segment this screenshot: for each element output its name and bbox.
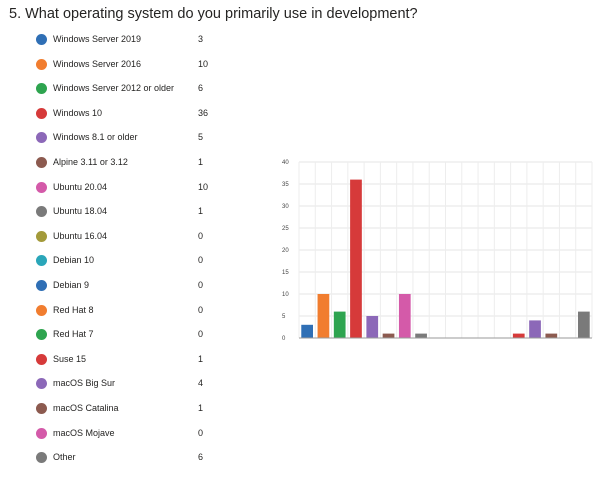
legend-label: macOS Mojave xyxy=(53,427,115,438)
legend-label: Suse 15 xyxy=(53,353,87,364)
legend-label: Red Hat 7 xyxy=(53,329,94,340)
bar xyxy=(366,316,379,338)
legend-swatch xyxy=(36,452,47,464)
legend-label: Ubuntu 18.04 xyxy=(53,206,108,217)
legend-item: macOS Catalina 1 xyxy=(36,402,276,416)
legend-label: Windows 8.1 or older xyxy=(53,132,138,143)
legend-label: Debian 9 xyxy=(53,280,90,290)
legend-count: 1 xyxy=(198,403,204,413)
legend-item: Windows Server 2019 3 xyxy=(36,33,276,47)
y-tick-label: 25 xyxy=(282,226,289,232)
legend-count: 6 xyxy=(198,83,204,94)
legend-label: macOS Big Sur xyxy=(53,378,116,389)
legend-swatch xyxy=(36,132,47,144)
legend-swatch xyxy=(36,230,47,242)
y-tick-label: 40 xyxy=(282,160,289,166)
legend-item: Debian 9 0 xyxy=(36,279,276,293)
bar xyxy=(382,333,395,338)
bar xyxy=(317,294,330,338)
y-tick-label: 20 xyxy=(282,248,289,254)
legend-count: 10 xyxy=(198,181,209,192)
legend-label: Windows Server 2012 or older xyxy=(53,83,175,94)
legend-label: Alpine 3.11 or 3.12 xyxy=(53,157,128,167)
legend-swatch xyxy=(36,329,47,341)
legend-count: 0 xyxy=(198,280,204,290)
legend-swatch xyxy=(36,206,47,218)
chart-bars xyxy=(301,179,590,338)
bar xyxy=(545,333,558,338)
legend-swatch xyxy=(36,255,47,267)
legend-count: 1 xyxy=(198,157,204,167)
legend-swatch xyxy=(36,58,47,70)
legend-label: Windows Server 2019 xyxy=(53,34,142,44)
legend-swatch xyxy=(36,83,47,95)
y-tick-label: 0 xyxy=(282,336,286,342)
legend-swatch xyxy=(36,427,47,439)
y-tick-label: 5 xyxy=(282,314,286,320)
bar xyxy=(578,311,590,338)
legend-item: Windows Server 2012 or older 6 xyxy=(36,82,276,96)
legend-item: Red Hat 7 0 xyxy=(36,328,276,342)
legend-label: Other xyxy=(53,452,76,463)
legend-label: Windows 10 xyxy=(53,107,103,118)
chart-grid xyxy=(298,161,593,339)
legend-count: 0 xyxy=(198,255,204,266)
bar xyxy=(350,179,362,338)
bar xyxy=(415,333,427,338)
bar xyxy=(398,294,411,338)
legend-item: Windows Server 2016 10 xyxy=(36,58,276,72)
legend-count: 0 xyxy=(198,427,204,438)
bar xyxy=(529,320,541,338)
legend-item: macOS Mojave 0 xyxy=(36,427,276,441)
legend-count: 1 xyxy=(198,353,204,364)
y-tick-label: 10 xyxy=(282,292,289,298)
legend-swatch xyxy=(36,378,47,390)
legend-label: Windows Server 2016 xyxy=(53,58,142,69)
legend-count: 4 xyxy=(198,378,204,389)
legend-swatch xyxy=(36,403,47,414)
legend-label: macOS Catalina xyxy=(53,403,119,413)
legend-label: Ubuntu 20.04 xyxy=(53,181,108,192)
legend-item: Windows 8.1 or older 5 xyxy=(36,131,276,145)
legend-count: 5 xyxy=(198,132,204,143)
legend-swatch xyxy=(36,157,47,168)
legend-count: 1 xyxy=(198,206,204,217)
legend-item: Ubuntu 20.04 10 xyxy=(36,181,276,195)
legend-item: Alpine 3.11 or 3.12 1 xyxy=(36,156,276,170)
legend-swatch xyxy=(36,34,47,45)
y-tick-label: 30 xyxy=(282,204,289,210)
legend-count: 6 xyxy=(198,452,204,463)
legend-count: 36 xyxy=(198,107,209,118)
legend-count: 0 xyxy=(198,304,204,315)
legend-item: Ubuntu 16.04 0 xyxy=(36,230,276,244)
y-tick-label: 35 xyxy=(282,182,289,188)
legend-count: 3 xyxy=(198,34,204,44)
legend-label: Debian 10 xyxy=(53,255,95,266)
legend-label: Red Hat 8 xyxy=(53,304,94,315)
legend-label: Ubuntu 16.04 xyxy=(53,230,108,241)
legend-swatch xyxy=(36,353,47,365)
bar xyxy=(512,333,525,338)
legend-count: 0 xyxy=(198,329,204,340)
legend-item: macOS Big Sur 4 xyxy=(36,377,276,391)
bar-chart: 0 5 10 15 20 25 30 35 40 xyxy=(282,160,593,342)
legend-item: Red Hat 8 0 xyxy=(36,304,276,318)
y-tick-label: 15 xyxy=(282,270,289,276)
legend-swatch xyxy=(36,181,47,193)
legend-count: 0 xyxy=(198,230,204,241)
bar xyxy=(333,311,346,338)
legend-swatch xyxy=(36,304,47,316)
legend-item: Debian 10 0 xyxy=(36,254,276,268)
legend-item: Suse 15 1 xyxy=(36,353,276,367)
legend-item: Windows 10 36 xyxy=(36,107,276,121)
legend-item: Ubuntu 18.04 1 xyxy=(36,205,276,219)
legend-swatch xyxy=(36,280,47,291)
legend-item: Other 6 xyxy=(36,451,276,465)
y-axis-ticks: 0 5 10 15 20 25 30 35 40 xyxy=(282,160,289,342)
legend-count: 10 xyxy=(198,58,209,69)
bar xyxy=(301,324,313,338)
legend-swatch xyxy=(36,107,47,119)
question-title: 5. What operating system do you primaril… xyxy=(9,6,418,22)
